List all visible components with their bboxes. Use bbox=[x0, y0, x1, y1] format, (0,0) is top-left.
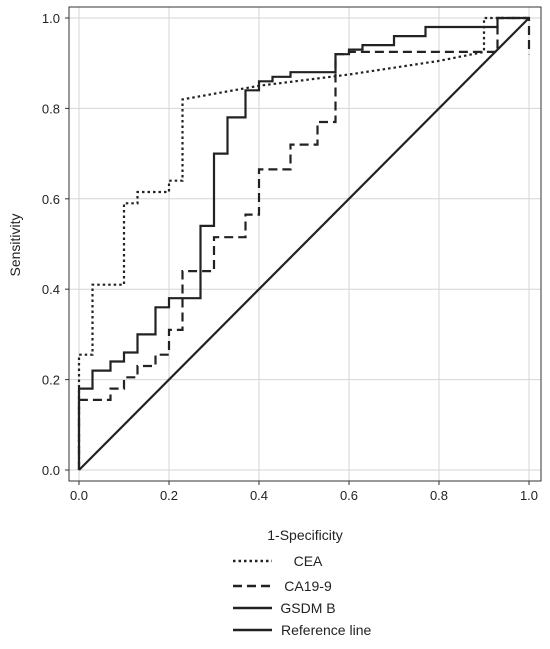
ticks: 0.0 0.2 0.4 0.6 0.8 1.0 0.0 0.2 0.4 0.6 0.8 1.0 bbox=[42, 11, 538, 503]
legend-label-cea: CEA bbox=[294, 553, 323, 569]
x-tick-label: 0.8 bbox=[430, 488, 448, 503]
x-tick-label: 0.6 bbox=[340, 488, 358, 503]
x-axis-label: 1-Specificity bbox=[267, 527, 342, 543]
legend: CEA CA19-9 GSDM B Reference line bbox=[233, 553, 371, 638]
y-tick-label: 1.0 bbox=[42, 11, 60, 26]
series-layer bbox=[77, 16, 531, 471]
series-line-ca19-9 bbox=[77, 16, 531, 470]
series-line-gsdm-b bbox=[77, 16, 529, 470]
series-line-cea bbox=[77, 16, 529, 470]
x-tick-label: 1.0 bbox=[520, 488, 538, 503]
x-tick-label: 0.0 bbox=[70, 488, 88, 503]
legend-label-ca19-9: CA19-9 bbox=[284, 578, 332, 594]
legend-label-reference-line: Reference line bbox=[281, 622, 371, 638]
plot-frame bbox=[68, 6, 542, 482]
x-tick-label: 0.4 bbox=[250, 488, 268, 503]
y-tick-label: 0.6 bbox=[42, 192, 60, 207]
series-line-reference-line bbox=[78, 17, 530, 471]
legend-label-gsdm-b: GSDM B bbox=[280, 600, 335, 616]
y-tick-label: 0.4 bbox=[42, 282, 60, 297]
y-axis-label: Sensitivity bbox=[7, 213, 23, 276]
x-tick-label: 0.2 bbox=[160, 488, 178, 503]
y-tick-label: 0.0 bbox=[42, 463, 60, 478]
y-tick-label: 0.8 bbox=[42, 101, 60, 116]
y-tick-label: 0.2 bbox=[42, 373, 60, 388]
